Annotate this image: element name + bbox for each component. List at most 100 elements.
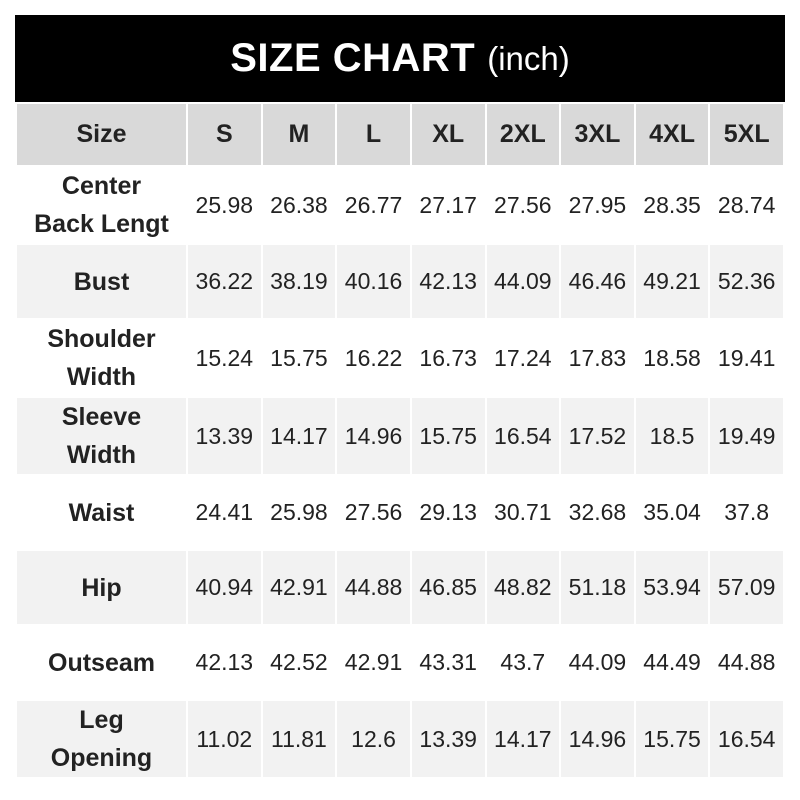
row-label-line: Opening	[50, 744, 153, 772]
measurement-cell: 26.38	[260, 165, 338, 245]
measurement-cell: 16.54	[708, 699, 785, 779]
table-row: Leg Opening 11.02 11.81 12.6 13.39 14.17 14.96 1…	[15, 699, 785, 779]
row-label-line: Bust	[73, 267, 130, 296]
measurement-cell: 30.71	[484, 474, 562, 551]
header-size-2xl: 2XL	[484, 102, 562, 167]
row-label-line: Back Lengt	[34, 210, 169, 238]
measurement-cell: 13.39	[409, 699, 487, 779]
measurement-cell: 14.17	[484, 699, 562, 779]
measurement-cell: 32.68	[559, 474, 636, 551]
measurement-cell: 15.75	[409, 396, 487, 476]
measurement-cell: 17.83	[559, 318, 636, 398]
measurement-cell: 19.41	[708, 318, 785, 398]
row-label-line: Hip	[81, 573, 122, 602]
measurement-cell: 43.7	[484, 624, 562, 701]
measurement-cell: 25.98	[186, 165, 263, 245]
measurement-cell: 42.91	[335, 624, 412, 701]
measurement-cell: 14.96	[559, 699, 636, 779]
measurement-cell: 18.5	[633, 396, 711, 476]
measurement-cell: 16.73	[409, 318, 487, 398]
measurement-cell: 27.17	[409, 165, 487, 245]
row-label-line: Center	[61, 172, 142, 200]
measurement-cell: 57.09	[708, 549, 785, 626]
table-row: Hip 40.94 42.91 44.88 46.85 48.82 51.18 53.94 57…	[15, 549, 785, 626]
measurement-cell: 28.74	[708, 165, 785, 245]
row-label-line: Shoulder	[47, 325, 156, 353]
table-row: Center Back Lengt 25.98 26.38 26.77 27.17 27.5…	[15, 165, 785, 245]
row-label-line: Sleeve	[61, 403, 142, 431]
row-label: Shoulder Width	[15, 318, 188, 398]
measurement-cell: 11.02	[186, 699, 263, 779]
table-row: Sleeve Width 13.39 14.17 14.96 15.75 16.54 17.5…	[15, 396, 785, 476]
measurement-cell: 53.94	[633, 549, 711, 626]
measurement-cell: 11.81	[260, 699, 338, 779]
row-label-line: Outseam	[48, 648, 155, 677]
measurement-cell: 26.77	[335, 165, 412, 245]
header-size-5xl: 5XL	[708, 102, 785, 167]
row-label-line: Width	[66, 441, 137, 469]
measurement-cell: 42.13	[186, 624, 263, 701]
measurement-cell: 15.75	[633, 699, 711, 779]
header-size-s: S	[186, 102, 263, 167]
measurement-cell: 48.82	[484, 549, 562, 626]
measurement-cell: 13.39	[186, 396, 263, 476]
title-unit: (inch)	[487, 39, 570, 77]
size-table: Size S M L XL 2XL 3XL 4XL 5XL Center Back Lengt 25.…	[15, 102, 785, 779]
measurement-cell: 19.49	[708, 396, 785, 476]
row-label: Outseam	[15, 624, 188, 701]
measurement-cell: 16.54	[484, 396, 562, 476]
measurement-cell: 44.09	[559, 624, 636, 701]
measurement-cell: 16.22	[335, 318, 412, 398]
table-row: Outseam 42.13 42.52 42.91 43.31 43.7 44.09 44.4…	[15, 624, 785, 701]
header-size-xl: XL	[409, 102, 487, 167]
measurement-cell: 35.04	[633, 474, 711, 551]
measurement-cell: 42.13	[409, 243, 487, 320]
measurement-cell: 29.13	[409, 474, 487, 551]
measurement-cell: 18.58	[633, 318, 711, 398]
measurement-cell: 38.19	[260, 243, 338, 320]
measurement-cell: 25.98	[260, 474, 338, 551]
measurement-cell: 42.91	[260, 549, 338, 626]
measurement-cell: 51.18	[559, 549, 636, 626]
chart-title: SIZE CHART (inch)	[15, 15, 785, 102]
header-size-4xl: 4XL	[633, 102, 711, 167]
measurement-cell: 49.21	[633, 243, 711, 320]
title-main: SIZE CHART	[230, 36, 476, 80]
row-label: Bust	[15, 243, 188, 320]
table-row: Waist 24.41 25.98 27.56 29.13 30.71 32.68 35.04…	[15, 474, 785, 551]
measurement-cell: 17.24	[484, 318, 562, 398]
measurement-cell: 28.35	[633, 165, 711, 245]
measurement-cell: 12.6	[335, 699, 412, 779]
measurement-cell: 27.56	[335, 474, 412, 551]
table-row: Bust 36.22 38.19 40.16 42.13 44.09 46.46 49.21 5…	[15, 243, 785, 320]
measurement-cell: 46.85	[409, 549, 487, 626]
measurement-cell: 15.75	[260, 318, 338, 398]
header-size-label: Size	[15, 102, 188, 167]
measurement-cell: 17.52	[559, 396, 636, 476]
row-label-line: Waist	[68, 498, 135, 527]
row-label: Leg Opening	[15, 699, 188, 779]
table-row: Shoulder Width 15.24 15.75 16.22 16.73 17.24 17…	[15, 318, 785, 398]
measurement-cell: 42.52	[260, 624, 338, 701]
header-size-l: L	[335, 102, 412, 167]
measurement-cell: 46.46	[559, 243, 636, 320]
measurement-cell: 36.22	[186, 243, 263, 320]
measurement-cell: 14.96	[335, 396, 412, 476]
header-row: Size S M L XL 2XL 3XL 4XL 5XL	[15, 102, 785, 167]
measurement-cell: 14.17	[260, 396, 338, 476]
measurement-cell: 37.8	[708, 474, 785, 551]
measurement-cell: 44.88	[335, 549, 412, 626]
measurement-cell: 27.56	[484, 165, 562, 245]
row-label: Sleeve Width	[15, 396, 188, 476]
header-size-3xl: 3XL	[559, 102, 636, 167]
row-label: Waist	[15, 474, 188, 551]
measurement-cell: 15.24	[186, 318, 263, 398]
measurement-cell: 24.41	[186, 474, 263, 551]
measurement-cell: 27.95	[559, 165, 636, 245]
measurement-cell: 40.94	[186, 549, 263, 626]
measurement-cell: 40.16	[335, 243, 412, 320]
measurement-cell: 44.49	[633, 624, 711, 701]
header-size-m: M	[260, 102, 338, 167]
row-label: Hip	[15, 549, 188, 626]
measurement-cell: 43.31	[409, 624, 487, 701]
